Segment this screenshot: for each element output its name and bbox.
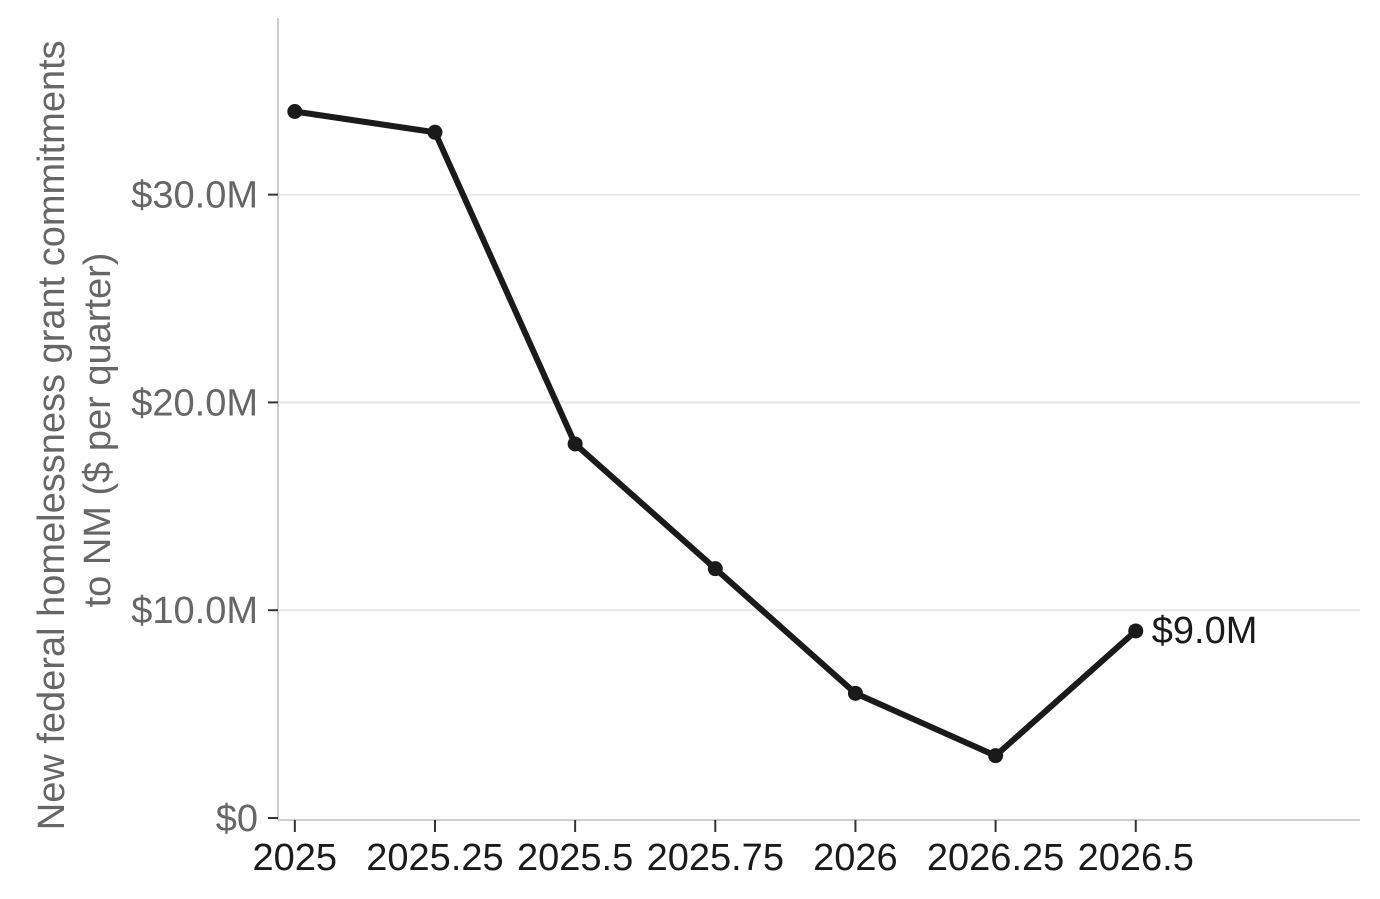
y-tick-label: $10.0M: [131, 590, 258, 632]
data-point: [567, 436, 583, 452]
y-axis-label-line-1: New federal homelessness grant commitmen…: [31, 40, 73, 830]
data-series: [287, 104, 1144, 764]
data-point: [847, 685, 863, 701]
axes: [277, 18, 1360, 821]
data-point: [287, 104, 303, 120]
data-point: [427, 124, 443, 140]
gridlines: [278, 193, 1360, 612]
x-tick-label: 2025.25: [366, 837, 503, 879]
y-tick-label: $20.0M: [131, 382, 258, 424]
data-point: [988, 748, 1004, 764]
series-line: [291, 108, 1139, 759]
x-tick-label: 2025: [253, 837, 338, 879]
x-tick-label: 2026.25: [927, 837, 1064, 879]
y-tick-label: $0: [216, 798, 258, 840]
x-tick-label: 2026.5: [1078, 837, 1194, 879]
y-axis-label: New federal homelessness grant commitmen…: [31, 30, 119, 830]
last-value-label: $9.0M: [1152, 610, 1258, 652]
y-tick-label: $30.0M: [131, 175, 258, 217]
y-axis-ticks: $0 $10.0M $20.0M $30.0M: [131, 175, 278, 840]
data-point: [1128, 623, 1144, 639]
y-axis-label-line-2: to NM ($ per quarter): [77, 253, 119, 608]
x-tick-label: 2025.5: [517, 837, 633, 879]
x-tick-label: 2025.75: [647, 837, 784, 879]
x-axis-ticks: 2025 2025.25 2025.5 2025.75 2026 2026.25 2026.…: [253, 820, 1194, 879]
data-point: [707, 561, 723, 577]
x-tick-label: 2026: [813, 837, 898, 879]
